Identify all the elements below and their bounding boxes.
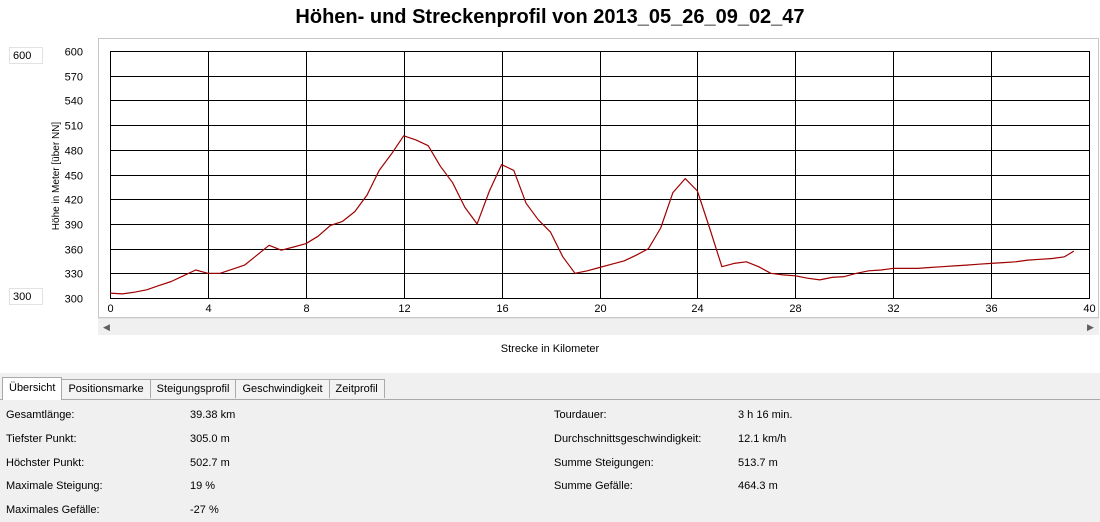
tab-positionsmarke[interactable]: Positionsmarke [61,379,151,398]
x-tick-label: 20 [594,303,606,315]
x-tick-label: 16 [496,303,508,315]
stat-value: 513.7 m [738,457,778,469]
overview-panel: Gesamtlänge: 39.38 km Tiefster Punkt: 30… [0,399,1100,522]
stat-label: Durchschnittsgeschwindigkeit: [554,433,702,445]
chart-title: Höhen- und Streckenprofil von 2013_05_26… [295,6,805,28]
stat-label: Maximales Gefälle: [6,504,100,516]
stat-value: 39.38 km [190,409,236,421]
y-tick-label: 510 [65,121,83,133]
x-tick-label: 32 [887,303,899,315]
tab-geschwindigkeit[interactable]: Geschwindigkeit [235,379,330,398]
stat-value: 464.3 m [738,480,778,492]
y-max-field[interactable]: 600 [9,47,43,64]
horizontal-scrollbar[interactable]: ◀ ▶ [98,318,1099,335]
tab-bar: Übersicht Positionsmarke Steigungsprofil… [2,377,385,400]
y-tick-label: 300 [65,294,83,306]
stat-label: Tourdauer: [554,409,607,421]
stat-label: Summe Gefälle: [554,480,633,492]
tab-area: Übersicht Positionsmarke Steigungsprofil… [0,373,1100,522]
stat-value: 12.1 km/h [738,433,787,445]
y-tick-label: 450 [65,171,83,183]
x-tick-label: 8 [303,303,309,315]
x-tick-label: 40 [1083,303,1095,315]
chart-frame [98,38,1099,318]
elevation-chart: 0 4 8 12 16 20 24 28 32 36 40 600 570 540 510 480 450 420… [65,38,1099,318]
tab-uebersicht[interactable]: Übersicht [2,377,63,400]
stat-label: Maximale Steigung: [6,480,103,492]
y-tick-label: 570 [65,72,83,84]
elevation-line [109,135,1075,295]
x-tick-label: 36 [985,303,997,315]
stat-value: 19 % [190,480,216,492]
x-tick-label: 28 [789,303,801,315]
stat-value: 305.0 m [190,433,230,445]
stat-label: Höchster Punkt: [6,457,85,469]
y-tick-label: 600 [65,47,83,59]
scroll-right-icon[interactable]: ▶ [1087,322,1094,332]
x-tick-label: 24 [691,303,703,315]
scroll-left-icon[interactable]: ◀ [103,322,110,332]
x-axis-label: Strecke in Kilometer [500,343,600,355]
y-tick-label: 480 [65,146,83,158]
stat-label: Tiefster Punkt: [6,433,77,445]
x-tick-label: 0 [107,303,113,315]
y-min-field[interactable]: 300 [9,288,43,305]
y-tick-label: 360 [65,245,83,257]
y-tick-label: 540 [65,96,83,108]
y-tick-label: 390 [65,220,83,232]
y-tick-label: 420 [65,195,83,207]
stat-value: 3 h 16 min. [738,409,793,421]
stat-value: -27 % [190,504,219,516]
y-axis-label: Höhe in Meter [über NN] [51,121,62,231]
x-tick-label: 4 [205,303,211,315]
stat-value: 502.7 m [190,457,230,469]
tab-steigungsprofil[interactable]: Steigungsprofil [149,379,237,398]
x-tick-label: 12 [398,303,410,315]
stat-label: Gesamtlänge: [6,409,75,421]
tab-zeitprofil[interactable]: Zeitprofil [328,379,385,398]
stat-label: Summe Steigungen: [554,457,654,469]
y-tick-label: 330 [65,269,83,281]
